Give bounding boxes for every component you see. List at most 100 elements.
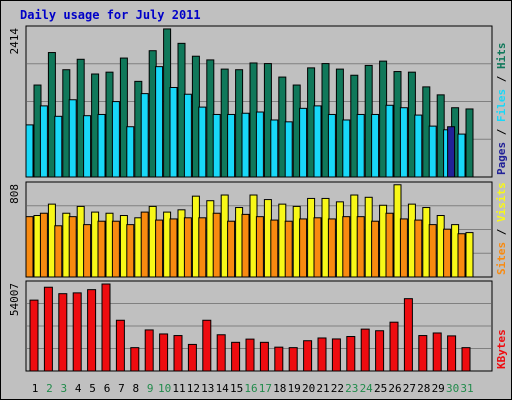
legend-item: Files <box>495 89 508 122</box>
bar-kbytes <box>72 292 82 372</box>
bar-pages <box>447 126 456 178</box>
legend-item: / <box>495 222 508 242</box>
bar-kbytes <box>259 341 269 372</box>
bar-files <box>111 101 120 178</box>
bar-kbytes <box>101 283 111 372</box>
bar-sites <box>356 216 365 278</box>
x-tick-label: 19 <box>288 382 301 395</box>
bar-sites <box>399 218 408 278</box>
bar-sites <box>342 216 351 278</box>
x-tick-label: 8 <box>132 382 139 395</box>
bar-sites <box>299 218 308 278</box>
bar-files <box>457 133 466 178</box>
bar-files <box>327 113 336 178</box>
legend-item: / <box>495 122 508 142</box>
bar-files <box>356 113 365 178</box>
bar-visits <box>465 232 474 278</box>
x-tick-label: 9 <box>147 382 154 395</box>
bar-files <box>371 113 380 178</box>
bar-files <box>414 114 423 178</box>
bar-sites <box>284 220 293 278</box>
bar-sites <box>428 224 437 278</box>
x-tick-label: 31 <box>460 382 473 395</box>
x-tick-label: 29 <box>432 382 445 395</box>
x-tick-label: 1 <box>32 382 39 395</box>
bar-files <box>313 105 322 178</box>
x-tick-label: 4 <box>75 382 82 395</box>
bar-files <box>54 115 63 178</box>
bar-kbytes <box>130 347 140 372</box>
bar-files <box>97 113 106 178</box>
bar-files <box>284 121 293 178</box>
bar-kbytes <box>375 330 385 372</box>
x-tick-label: 16 <box>244 382 257 395</box>
bar-sites <box>39 212 48 278</box>
bar-files <box>39 105 48 178</box>
x-tick-label: 24 <box>360 382 374 395</box>
bar-kbytes <box>403 298 413 372</box>
bar-kbytes <box>360 328 370 372</box>
bar-sites <box>414 219 423 278</box>
y-max-label: 54007 <box>8 283 21 316</box>
bar-sites <box>270 219 279 278</box>
bar-kbytes <box>216 334 226 372</box>
bar-files <box>299 107 308 178</box>
bar-sites <box>255 216 264 278</box>
bar-sites <box>169 218 178 278</box>
bar-sites <box>241 213 250 278</box>
x-tick-label: 11 <box>172 382 185 395</box>
x-tick-label: 10 <box>158 382 171 395</box>
x-tick-label: 22 <box>331 382 344 395</box>
bar-files <box>385 104 394 178</box>
bar-kbytes <box>43 286 53 372</box>
x-tick-label: 6 <box>104 382 111 395</box>
x-tick-label: 13 <box>201 382 214 395</box>
bar-files <box>342 119 351 178</box>
legend: Pages / Files / Hits <box>495 43 508 176</box>
bar-files <box>126 126 135 178</box>
bar-kbytes <box>432 332 442 372</box>
bar-files <box>270 119 279 178</box>
bar-files <box>241 112 250 178</box>
bar-sites <box>371 220 380 278</box>
bar-files <box>255 111 264 178</box>
legend-item: / <box>495 69 508 89</box>
bar-kbytes <box>144 329 154 372</box>
bar-sites <box>313 217 322 278</box>
legend-item: Pages <box>495 142 508 175</box>
bar-sites <box>327 218 336 278</box>
bar-files <box>83 115 92 178</box>
bar-sites <box>83 224 92 278</box>
bar-hits <box>119 57 128 178</box>
bar-files <box>155 66 164 178</box>
chart-title: Daily usage for July 2011 <box>20 8 201 22</box>
bar-kbytes <box>115 319 125 372</box>
bar-kbytes <box>303 340 313 372</box>
legend-item: Hits <box>495 43 508 70</box>
bar-kbytes <box>447 335 457 372</box>
bar-kbytes <box>159 333 169 372</box>
bar-sites <box>198 217 207 278</box>
x-tick-label: 20 <box>302 382 315 395</box>
bar-files <box>183 93 192 178</box>
bar-files <box>140 93 149 178</box>
bar-sites <box>155 219 164 278</box>
x-tick-label: 18 <box>273 382 286 395</box>
bar-kbytes <box>187 343 197 372</box>
bar-sites <box>68 216 77 278</box>
x-tick-label: 25 <box>374 382 387 395</box>
bar-kbytes <box>288 347 298 372</box>
x-tick-label: 3 <box>60 382 67 395</box>
bar-sites <box>212 212 221 278</box>
bar-kbytes <box>173 335 183 372</box>
legend-item: KBytes <box>495 329 508 369</box>
bar-kbytes <box>331 338 341 372</box>
bar-files <box>399 107 408 178</box>
legend: KBytes <box>495 329 508 369</box>
y-max-label: 808 <box>8 184 21 204</box>
x-tick-label: 23 <box>345 382 358 395</box>
bar-kbytes <box>231 341 241 372</box>
x-tick-label: 7 <box>118 382 125 395</box>
